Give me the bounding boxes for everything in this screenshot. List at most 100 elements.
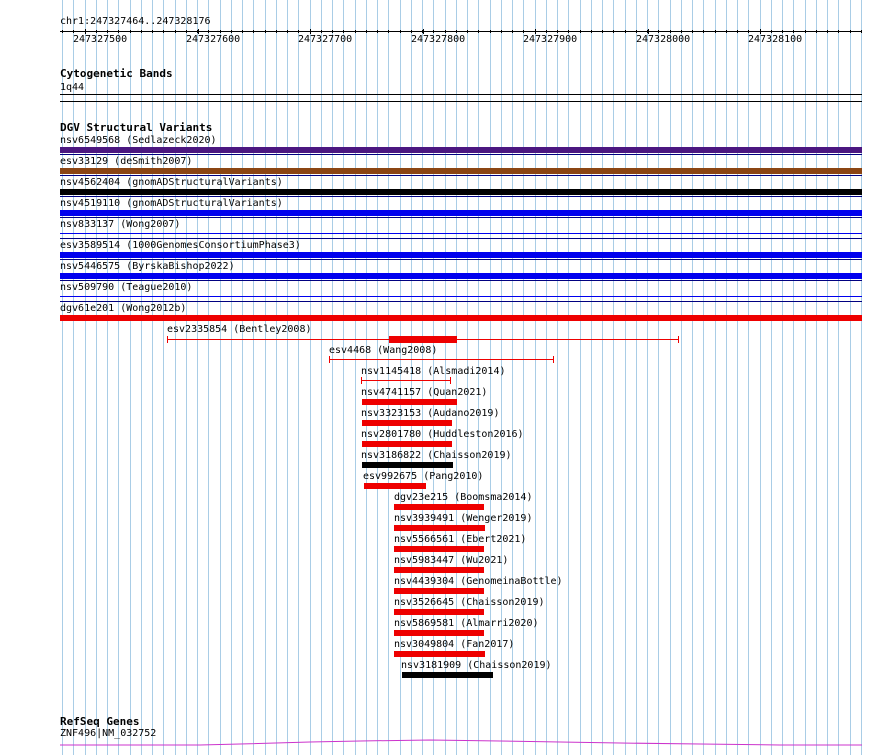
dgv-feature-label[interactable]: nsv2801780 (Huddleston2016) bbox=[361, 429, 524, 440]
dgv-feature-label[interactable]: esv3589514 (1000GenomesConsortiumPhase3) bbox=[60, 240, 301, 251]
dgv-feature-bar[interactable] bbox=[394, 609, 484, 615]
bracket-line[interactable] bbox=[329, 359, 554, 360]
ruler-minor-tick bbox=[141, 30, 142, 33]
dgv-feature-label[interactable]: nsv3049804 (Fan2017) bbox=[394, 639, 515, 650]
ruler-minor-tick bbox=[130, 30, 131, 33]
bracket-end-left bbox=[361, 377, 362, 384]
ruler-minor-tick bbox=[186, 30, 187, 33]
dgv-feature-label[interactable]: nsv5983447 (Wu2021) bbox=[394, 555, 509, 566]
ruler-minor-tick bbox=[343, 30, 344, 33]
ruler-minor-tick bbox=[276, 30, 277, 33]
dgv-feature-label[interactable]: nsv5446575 (ByrskaBishop2022) bbox=[60, 261, 235, 272]
dgv-feature-bar[interactable] bbox=[394, 525, 485, 531]
dgv-feature-bar[interactable] bbox=[394, 504, 484, 510]
ruler-minor-tick bbox=[658, 30, 659, 33]
dgv-feature-label[interactable]: nsv5869581 (Almarri2020) bbox=[394, 618, 539, 629]
ruler-tick-label: 247328000 bbox=[636, 34, 691, 45]
ruler-minor-tick bbox=[456, 30, 457, 33]
ruler-minor-tick bbox=[692, 30, 693, 33]
dgv-feature-bar[interactable] bbox=[60, 210, 862, 216]
dgv-feature-label[interactable]: dgv61e201 (Wong2012b) bbox=[60, 303, 187, 314]
dgv-feature-bar[interactable] bbox=[60, 273, 862, 279]
dgv-feature-bar[interactable] bbox=[394, 546, 484, 552]
dgv-feature-bar[interactable] bbox=[362, 462, 453, 468]
dgv-feature-label[interactable]: nsv3323153 (Audano2019) bbox=[361, 408, 500, 419]
ruler-minor-tick bbox=[748, 30, 749, 33]
ruler-minor-tick bbox=[355, 30, 356, 33]
ruler-minor-tick bbox=[568, 30, 569, 33]
ruler-tick bbox=[648, 29, 649, 34]
dgv-feature-label[interactable]: esv992675 (Pang2010) bbox=[363, 471, 484, 482]
dgv-feature-bar[interactable] bbox=[60, 147, 862, 153]
ruler-minor-tick bbox=[231, 30, 232, 33]
dgv-feature-bar[interactable] bbox=[60, 233, 862, 234]
ruler-minor-tick bbox=[546, 30, 547, 33]
ruler-minor-tick bbox=[591, 30, 592, 33]
dgv-feature-label[interactable]: nsv5566561 (Ebert2021) bbox=[394, 534, 527, 545]
ruler-minor-tick bbox=[298, 30, 299, 33]
dgv-feature-label[interactable]: nsv4519110 (gnomADStructuralVariants) bbox=[60, 198, 283, 209]
ruler-minor-tick bbox=[366, 30, 367, 33]
ruler-minor-tick bbox=[782, 30, 783, 33]
dgv-feature-label[interactable]: nsv3186822 (Chaisson2019) bbox=[361, 450, 512, 461]
dgv-feature-bar[interactable] bbox=[362, 399, 457, 405]
dgv-feature-label[interactable]: nsv1145418 (Alsmadi2014) bbox=[361, 366, 506, 377]
ruler-tick-label: 247327600 bbox=[186, 34, 241, 45]
row-separator bbox=[60, 238, 862, 239]
dgv-feature-bar[interactable] bbox=[60, 296, 862, 297]
dgv-feature-bar[interactable] bbox=[362, 420, 452, 426]
dgv-feature-bar[interactable] bbox=[364, 483, 426, 489]
ruler-minor-tick bbox=[850, 30, 851, 33]
dgv-feature-label[interactable]: nsv3181909 (Chaisson2019) bbox=[401, 660, 552, 671]
ruler-minor-tick bbox=[253, 30, 254, 33]
dgv-feature-label[interactable]: nsv833137 (Wong2007) bbox=[60, 219, 181, 230]
cytoband-label[interactable]: 1q44 bbox=[60, 82, 85, 93]
ruler-minor-tick bbox=[501, 30, 502, 33]
ruler-minor-tick bbox=[580, 30, 581, 33]
ruler-minor-tick bbox=[445, 30, 446, 33]
dgv-feature-bar[interactable] bbox=[394, 567, 484, 573]
dgv-feature-label[interactable]: esv33129 (deSmith2007) bbox=[60, 156, 193, 167]
ruler-minor-tick bbox=[242, 30, 243, 33]
dgv-feature-bar[interactable] bbox=[60, 168, 862, 174]
bracket-end-right bbox=[678, 336, 679, 343]
dgv-feature-bar[interactable] bbox=[60, 189, 862, 195]
ruler-minor-tick bbox=[310, 30, 311, 33]
dgv-feature-label[interactable]: nsv4741157 (Quan2021) bbox=[361, 387, 488, 398]
dgv-feature-label[interactable]: dgv23e215 (Boomsma2014) bbox=[394, 492, 533, 503]
ruler-minor-tick bbox=[478, 30, 479, 33]
ruler-minor-tick bbox=[287, 30, 288, 33]
dgv-feature-label[interactable]: esv4468 (Wang2008) bbox=[329, 345, 438, 356]
gene-label[interactable]: ZNF496|NM_032752 bbox=[60, 728, 157, 739]
dgv-feature-bar[interactable] bbox=[389, 336, 457, 343]
dgv-feature-label[interactable]: nsv6549568 (Sedlazeck2020) bbox=[60, 135, 217, 146]
dgv-feature-label[interactable]: nsv509790 (Teague2010) bbox=[60, 282, 193, 293]
dgv-feature-bar[interactable] bbox=[362, 441, 452, 447]
ruler-minor-tick bbox=[647, 30, 648, 33]
cytoband-band-bottom bbox=[60, 101, 862, 102]
dgv-feature-label[interactable]: esv2335854 (Bentley2008) bbox=[167, 324, 312, 335]
ruler-minor-tick bbox=[321, 30, 322, 33]
ruler-minor-tick bbox=[760, 30, 761, 33]
ruler-minor-tick bbox=[793, 30, 794, 33]
ruler-tick-label: 247328100 bbox=[748, 34, 803, 45]
ruler-tick bbox=[198, 29, 199, 34]
dgv-feature-bar[interactable] bbox=[402, 672, 493, 678]
ruler-minor-tick bbox=[557, 30, 558, 33]
dgv-feature-label[interactable]: nsv3939491 (Wenger2019) bbox=[394, 513, 533, 524]
dgv-feature-label[interactable]: nsv4439304 (GenomeinaBottle) bbox=[394, 576, 563, 587]
ruler-minor-tick bbox=[523, 30, 524, 33]
dgv-feature-bar[interactable] bbox=[394, 630, 484, 636]
ruler-minor-tick bbox=[715, 30, 716, 33]
dgv-feature-bar[interactable] bbox=[60, 315, 862, 321]
ruler-minor-tick bbox=[400, 30, 401, 33]
dgv-feature-bar[interactable] bbox=[394, 651, 485, 657]
dgv-feature-label[interactable]: nsv4562404 (gnomADStructuralVariants) bbox=[60, 177, 283, 188]
ruler-minor-tick bbox=[73, 30, 74, 33]
dgv-feature-bar[interactable] bbox=[60, 252, 862, 258]
ruler-minor-tick bbox=[512, 30, 513, 33]
dgv-feature-label[interactable]: nsv3526645 (Chaisson2019) bbox=[394, 597, 545, 608]
bracket-line[interactable] bbox=[361, 380, 451, 381]
dgv-feature-bar[interactable] bbox=[394, 588, 484, 594]
